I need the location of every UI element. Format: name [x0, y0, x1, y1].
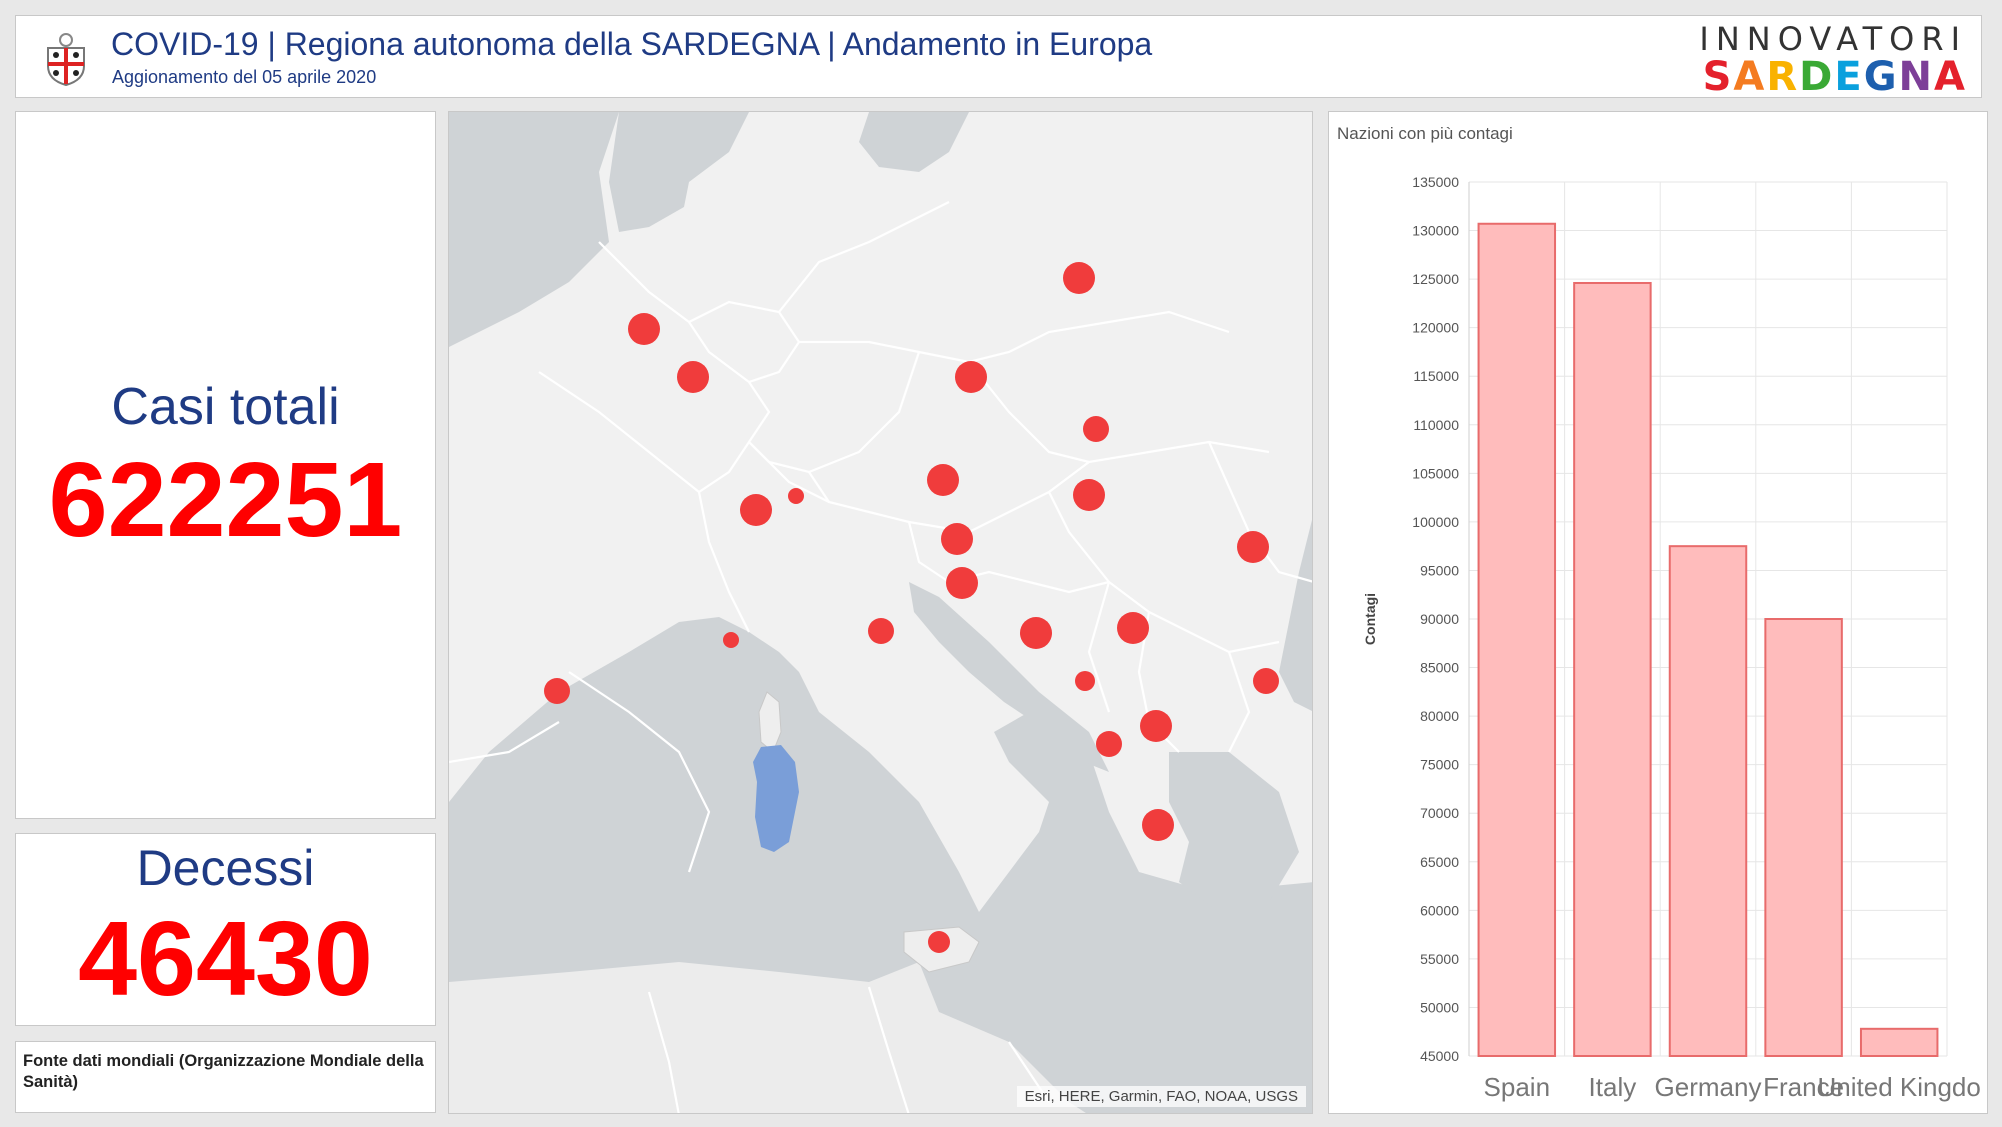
- europe-map[interactable]: Esri, HERE, Garmin, FAO, NOAA, USGS: [448, 111, 1313, 1114]
- total-cases-label: Casi totali: [111, 378, 340, 436]
- map-sea-baltic: [859, 112, 969, 172]
- data-source-card: Fonte dati mondiali (Organizzazione Mond…: [15, 1041, 436, 1113]
- y-tick-label: 105000: [1412, 465, 1459, 481]
- y-tick-label: 135000: [1412, 174, 1459, 190]
- y-tick-label: 120000: [1412, 320, 1459, 336]
- y-tick-label: 130000: [1412, 223, 1459, 239]
- deaths-label: Decessi: [136, 840, 315, 896]
- map-marker[interactable]: [946, 567, 978, 599]
- map-marker[interactable]: [941, 523, 973, 555]
- y-tick-label: 85000: [1420, 660, 1459, 676]
- header-bar: COVID-19 | Regiona autonoma della SARDEG…: [15, 15, 1982, 100]
- map-marker[interactable]: [955, 361, 987, 393]
- x-tick-label: Italy: [1589, 1072, 1637, 1102]
- deaths-card: Decessi 46430: [15, 833, 436, 1026]
- total-cases-value: 622251: [48, 441, 403, 559]
- map-marker[interactable]: [1140, 710, 1172, 742]
- brand-letter: A: [1934, 54, 1967, 100]
- map-marker[interactable]: [677, 361, 709, 393]
- map-marker[interactable]: [928, 931, 950, 953]
- x-tick-label: United Kingdo: [1818, 1072, 1981, 1102]
- y-tick-label: 50000: [1420, 999, 1459, 1015]
- y-tick-label: 60000: [1420, 902, 1459, 918]
- map-sea-aegean: [1169, 752, 1299, 912]
- map-marker[interactable]: [1020, 617, 1052, 649]
- map-marker[interactable]: [544, 678, 570, 704]
- map-sea-atlantic: [449, 112, 619, 347]
- y-tick-label: 90000: [1420, 611, 1459, 627]
- bar: [1764, 618, 1843, 1057]
- map-land-north-africa: [449, 962, 1086, 1113]
- map-marker[interactable]: [1083, 416, 1109, 442]
- bar: [1573, 281, 1652, 1058]
- map-marker[interactable]: [1237, 531, 1269, 563]
- map-marker[interactable]: [628, 313, 660, 345]
- map-canvas[interactable]: [449, 112, 1313, 1114]
- y-tick-label: 55000: [1420, 951, 1459, 967]
- map-marker[interactable]: [1142, 809, 1174, 841]
- brand-logo-bottom: SARDEGNA: [1703, 54, 1967, 100]
- page-title: COVID-19 | Regiona autonoma della SARDEG…: [111, 26, 1153, 62]
- map-marker[interactable]: [1075, 671, 1095, 691]
- data-source-text: Fonte dati mondiali (Organizzazione Mond…: [23, 1052, 424, 1091]
- y-tick-label: 110000: [1413, 417, 1459, 433]
- total-cases-card: Casi totali 622251: [15, 111, 436, 819]
- brand-letter: R: [1766, 54, 1800, 100]
- map-marker[interactable]: [1253, 668, 1279, 694]
- map-island-sardinia: [753, 745, 799, 852]
- map-marker[interactable]: [788, 488, 804, 504]
- map-attribution: Esri, HERE, Garmin, FAO, NOAA, USGS: [1016, 1086, 1306, 1107]
- covid-markers: [544, 262, 1279, 953]
- y-tick-label: 125000: [1412, 271, 1459, 287]
- bar: [1477, 222, 1557, 1058]
- brand-letter: D: [1799, 54, 1835, 100]
- map-marker[interactable]: [1117, 612, 1149, 644]
- map-marker[interactable]: [1096, 731, 1122, 757]
- deaths-value: 46430: [78, 900, 373, 1018]
- bar-chart: 45000 50000 55000 60000 65000 70000 75000 80000…: [1362, 174, 1981, 1102]
- y-tick-label: 45000: [1420, 1048, 1459, 1064]
- y-tick-label: 70000: [1420, 805, 1459, 821]
- brand-logo-top: INNOVATORI: [1699, 20, 1967, 58]
- bar: [1668, 545, 1748, 1057]
- y-tick-label: 65000: [1420, 854, 1459, 870]
- map-sea-black: [1279, 520, 1312, 711]
- y-tick-label: 115000: [1413, 368, 1459, 384]
- map-marker[interactable]: [927, 464, 959, 496]
- map-marker[interactable]: [868, 618, 894, 644]
- map-sea-adriatic: [909, 582, 1109, 772]
- map-sea-north: [609, 112, 749, 232]
- chart-title: Nazioni con più contagi: [1337, 124, 1513, 143]
- brand-letter: A: [1733, 54, 1767, 100]
- y-tick-label: 75000: [1420, 757, 1459, 773]
- sardinia-coat-of-arms-icon: [47, 33, 85, 87]
- x-tick-label: Germany: [1655, 1072, 1762, 1102]
- bar: [1859, 1027, 1939, 1058]
- top-countries-chart: Nazioni con più contagi 45000 50000 55000 6…: [1328, 111, 1988, 1114]
- brand-letter: E: [1834, 54, 1864, 100]
- map-marker[interactable]: [723, 632, 739, 648]
- brand-letter: G: [1863, 54, 1899, 100]
- last-update-date: Aggionamento del 05 aprile 2020: [112, 67, 377, 87]
- x-tick-label: France: [1763, 1072, 1844, 1102]
- brand-letter: N: [1898, 54, 1935, 100]
- y-tick-label: 100000: [1412, 514, 1459, 530]
- map-marker[interactable]: [740, 494, 772, 526]
- x-tick-label: Spain: [1484, 1072, 1551, 1102]
- brand-letter: S: [1702, 54, 1734, 100]
- map-marker[interactable]: [1063, 262, 1095, 294]
- y-tick-label: 80000: [1420, 708, 1459, 724]
- y-axis-label: Contagi: [1362, 593, 1378, 645]
- y-tick-label: 95000: [1420, 562, 1459, 578]
- map-marker[interactable]: [1073, 479, 1105, 511]
